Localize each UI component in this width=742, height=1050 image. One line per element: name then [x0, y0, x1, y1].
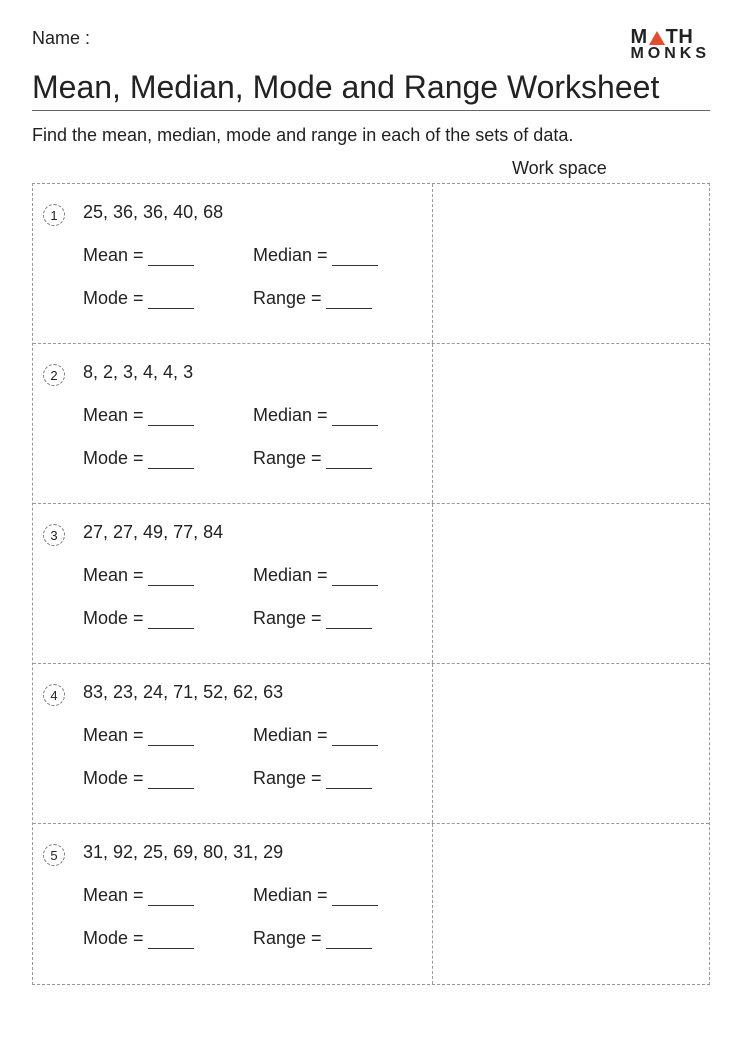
- range-blank[interactable]: [326, 609, 372, 629]
- worksheet-grid: 1 25, 36, 36, 40, 68 Mean = Median = Mod…: [32, 183, 710, 985]
- range-blank[interactable]: [326, 449, 372, 469]
- dataset-text: 83, 23, 24, 71, 52, 62, 63: [83, 682, 418, 703]
- logo-text-monks: MONKS: [630, 46, 710, 61]
- range-field: Range =: [253, 768, 423, 789]
- median-field: Median =: [253, 245, 423, 266]
- median-blank[interactable]: [332, 566, 378, 586]
- mode-blank[interactable]: [148, 449, 194, 469]
- question-cell: 5 31, 92, 25, 69, 80, 31, 29 Mean = Medi…: [33, 824, 433, 984]
- question-row: 2 8, 2, 3, 4, 4, 3 Mean = Median = Mode …: [33, 344, 709, 504]
- mean-field: Mean =: [83, 725, 253, 746]
- range-field: Range =: [253, 608, 423, 629]
- mode-blank[interactable]: [148, 929, 194, 949]
- question-row: 3 27, 27, 49, 77, 84 Mean = Median = Mod…: [33, 504, 709, 664]
- mean-blank[interactable]: [148, 406, 194, 426]
- dataset-text: 8, 2, 3, 4, 4, 3: [83, 362, 418, 383]
- mode-field: Mode =: [83, 608, 253, 629]
- question-number: 3: [43, 524, 65, 546]
- question-number: 1: [43, 204, 65, 226]
- question-cell: 4 83, 23, 24, 71, 52, 62, 63 Mean = Medi…: [33, 664, 433, 823]
- question-number: 2: [43, 364, 65, 386]
- median-field: Median =: [253, 405, 423, 426]
- median-blank[interactable]: [332, 726, 378, 746]
- workspace-cell[interactable]: [433, 344, 709, 503]
- median-field: Median =: [253, 565, 423, 586]
- mean-field: Mean =: [83, 565, 253, 586]
- range-blank[interactable]: [326, 769, 372, 789]
- mean-blank[interactable]: [148, 726, 194, 746]
- brand-logo: M TH MONKS: [630, 28, 710, 61]
- triangle-icon: [649, 31, 665, 45]
- question-cell: 2 8, 2, 3, 4, 4, 3 Mean = Median = Mode …: [33, 344, 433, 503]
- mean-blank[interactable]: [148, 566, 194, 586]
- mean-field: Mean =: [83, 245, 253, 266]
- median-field: Median =: [253, 885, 423, 906]
- mode-blank[interactable]: [148, 289, 194, 309]
- median-blank[interactable]: [332, 886, 378, 906]
- question-number: 5: [43, 844, 65, 866]
- question-number: 4: [43, 684, 65, 706]
- title-divider: [32, 110, 710, 111]
- workspace-cell[interactable]: [433, 664, 709, 823]
- mode-field: Mode =: [83, 288, 253, 309]
- instructions-text: Find the mean, median, mode and range in…: [32, 125, 710, 146]
- mode-field: Mode =: [83, 928, 253, 949]
- workspace-cell[interactable]: [433, 504, 709, 663]
- mode-field: Mode =: [83, 768, 253, 789]
- mode-field: Mode =: [83, 448, 253, 469]
- name-label: Name :: [32, 28, 90, 49]
- mean-field: Mean =: [83, 405, 253, 426]
- workspace-cell[interactable]: [433, 824, 709, 984]
- range-blank[interactable]: [326, 929, 372, 949]
- page-title: Mean, Median, Mode and Range Worksheet: [32, 69, 710, 106]
- median-blank[interactable]: [332, 406, 378, 426]
- question-cell: 1 25, 36, 36, 40, 68 Mean = Median = Mod…: [33, 184, 433, 343]
- range-field: Range =: [253, 448, 423, 469]
- workspace-cell[interactable]: [433, 184, 709, 343]
- dataset-text: 31, 92, 25, 69, 80, 31, 29: [83, 842, 418, 863]
- question-cell: 3 27, 27, 49, 77, 84 Mean = Median = Mod…: [33, 504, 433, 663]
- median-blank[interactable]: [332, 246, 378, 266]
- mean-blank[interactable]: [148, 246, 194, 266]
- question-row: 4 83, 23, 24, 71, 52, 62, 63 Mean = Medi…: [33, 664, 709, 824]
- workspace-label: Work space: [32, 158, 710, 179]
- mean-blank[interactable]: [148, 886, 194, 906]
- mode-blank[interactable]: [148, 609, 194, 629]
- dataset-text: 27, 27, 49, 77, 84: [83, 522, 418, 543]
- question-row: 1 25, 36, 36, 40, 68 Mean = Median = Mod…: [33, 184, 709, 344]
- range-field: Range =: [253, 288, 423, 309]
- mode-blank[interactable]: [148, 769, 194, 789]
- dataset-text: 25, 36, 36, 40, 68: [83, 202, 418, 223]
- mean-field: Mean =: [83, 885, 253, 906]
- range-field: Range =: [253, 928, 423, 949]
- question-row: 5 31, 92, 25, 69, 80, 31, 29 Mean = Medi…: [33, 824, 709, 984]
- range-blank[interactable]: [326, 289, 372, 309]
- median-field: Median =: [253, 725, 423, 746]
